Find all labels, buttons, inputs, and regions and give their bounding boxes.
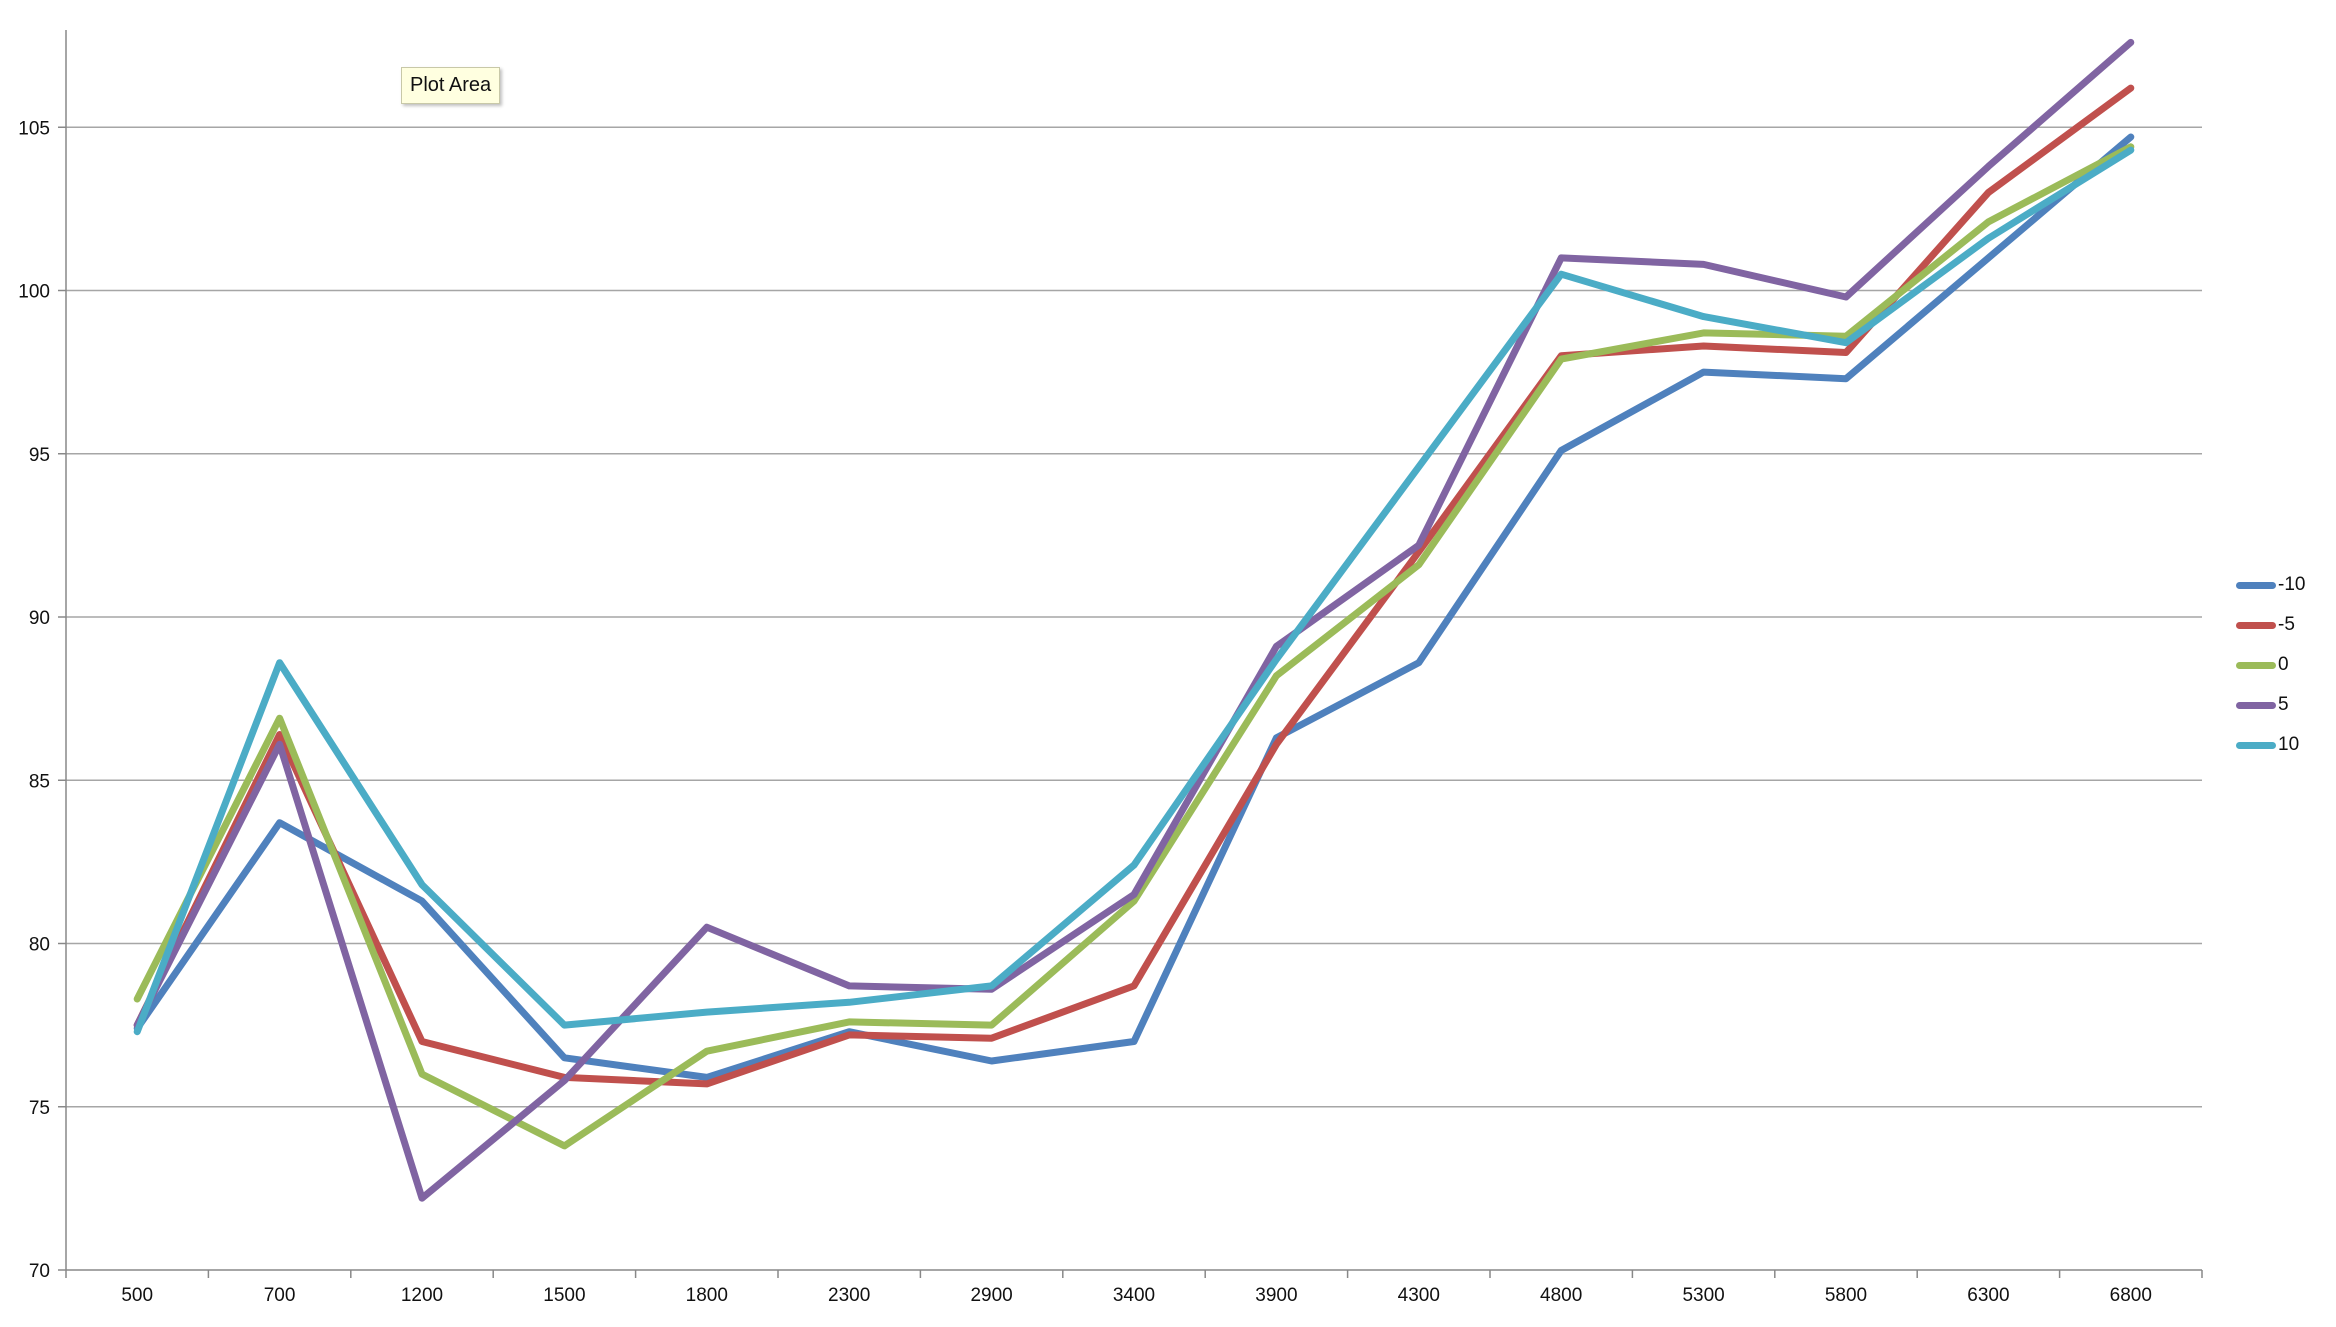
x-tick-label: 4300 — [1398, 1285, 1440, 1306]
x-tick-label: 5300 — [1682, 1285, 1724, 1306]
legend-item: -5 — [2236, 605, 2332, 645]
legend-item: 0 — [2236, 645, 2332, 685]
legend-label: -10 — [2278, 574, 2306, 595]
x-tick-label: 700 — [264, 1285, 296, 1306]
y-tick-label: 85 — [29, 771, 50, 792]
series-line-10 — [133, 146, 2135, 1036]
x-tick-label: 2300 — [828, 1285, 870, 1306]
chart-legend: -10 -5 0 5 10 — [2236, 565, 2332, 765]
x-tick-label: 3900 — [1255, 1285, 1297, 1306]
legend-item: 5 — [2236, 685, 2332, 725]
y-tick-label: 80 — [29, 935, 50, 956]
x-tick-label: 3400 — [1113, 1285, 1155, 1306]
legend-swatch — [2236, 701, 2276, 709]
plot-area-tooltip: Plot Area — [401, 67, 501, 104]
series-line-neg5 — [133, 84, 2135, 1088]
y-tick-label: 75 — [29, 1098, 50, 1119]
y-tick-label: 100 — [18, 282, 50, 303]
x-tick-label: 5800 — [1825, 1285, 1867, 1306]
legend-item: 10 — [2236, 725, 2332, 765]
y-tick-labels: 70 75 80 85 90 95 100 105 — [18, 118, 50, 1282]
x-tick-label: 1200 — [401, 1285, 443, 1306]
legend-swatch — [2236, 741, 2276, 749]
x-tick-label: 1500 — [543, 1285, 585, 1306]
legend-label: 10 — [2278, 734, 2300, 755]
series-lines — [133, 38, 2135, 1202]
y-tick-label: 90 — [29, 608, 50, 629]
legend-item: -10 — [2236, 565, 2332, 605]
x-tick-label: 6300 — [1967, 1285, 2009, 1306]
legend-swatch — [2236, 621, 2276, 629]
legend-swatch — [2236, 581, 2276, 589]
legend-label: -5 — [2278, 614, 2295, 635]
grid-lines — [66, 126, 2202, 1108]
x-tick-label: 2900 — [970, 1285, 1012, 1306]
series-line-neg10 — [133, 133, 2135, 1081]
x-tick-labels: 500 700 1200 1500 1800 2300 2900 3400 3900 4300 48… — [121, 1285, 2152, 1306]
x-tick-label: 500 — [121, 1285, 153, 1306]
y-tick-label: 70 — [29, 1261, 50, 1282]
legend-swatch — [2236, 661, 2276, 669]
x-tick-label: 1800 — [686, 1285, 728, 1306]
y-tick-label: 95 — [29, 445, 50, 466]
y-tick-label: 105 — [18, 118, 50, 139]
x-tick-label: 4800 — [1540, 1285, 1582, 1306]
x-tick-label: 6800 — [2110, 1285, 2152, 1306]
legend-label: 0 — [2278, 654, 2289, 675]
series-line-5 — [133, 38, 2135, 1202]
legend-label: 5 — [2278, 694, 2289, 715]
axes — [58, 30, 2203, 1278]
